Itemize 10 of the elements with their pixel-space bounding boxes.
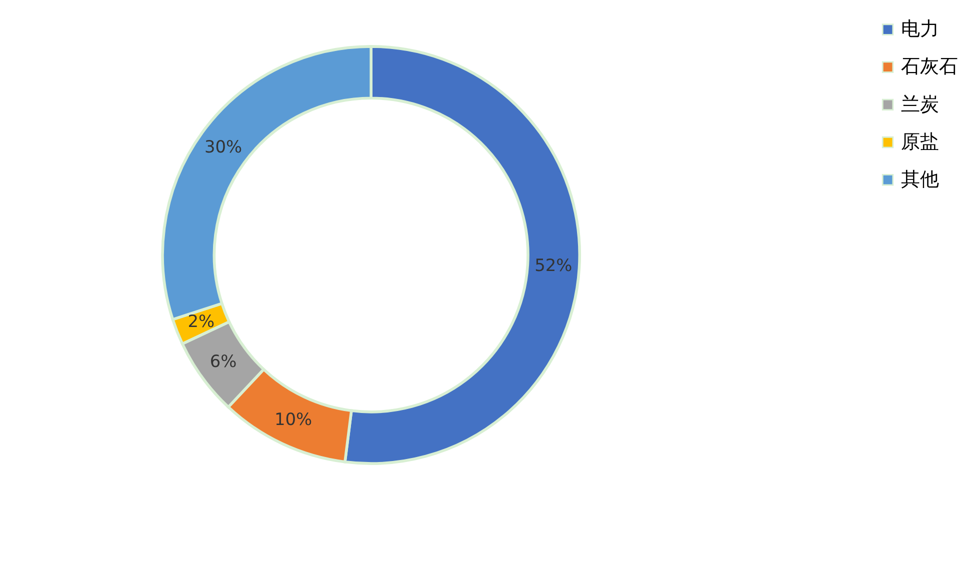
legend-label: 其他 bbox=[900, 169, 939, 190]
data-label: 6% bbox=[210, 351, 237, 372]
legend-label: 原盐 bbox=[900, 132, 939, 153]
legend-label: 电力 bbox=[900, 19, 939, 40]
legend-label: 石灰石 bbox=[900, 56, 958, 78]
data-label: 52% bbox=[534, 255, 572, 276]
data-label: 30% bbox=[204, 136, 242, 156]
data-label: 10% bbox=[274, 409, 312, 430]
legend-label: 兰炭 bbox=[900, 94, 939, 116]
data-label: 2% bbox=[188, 310, 215, 331]
